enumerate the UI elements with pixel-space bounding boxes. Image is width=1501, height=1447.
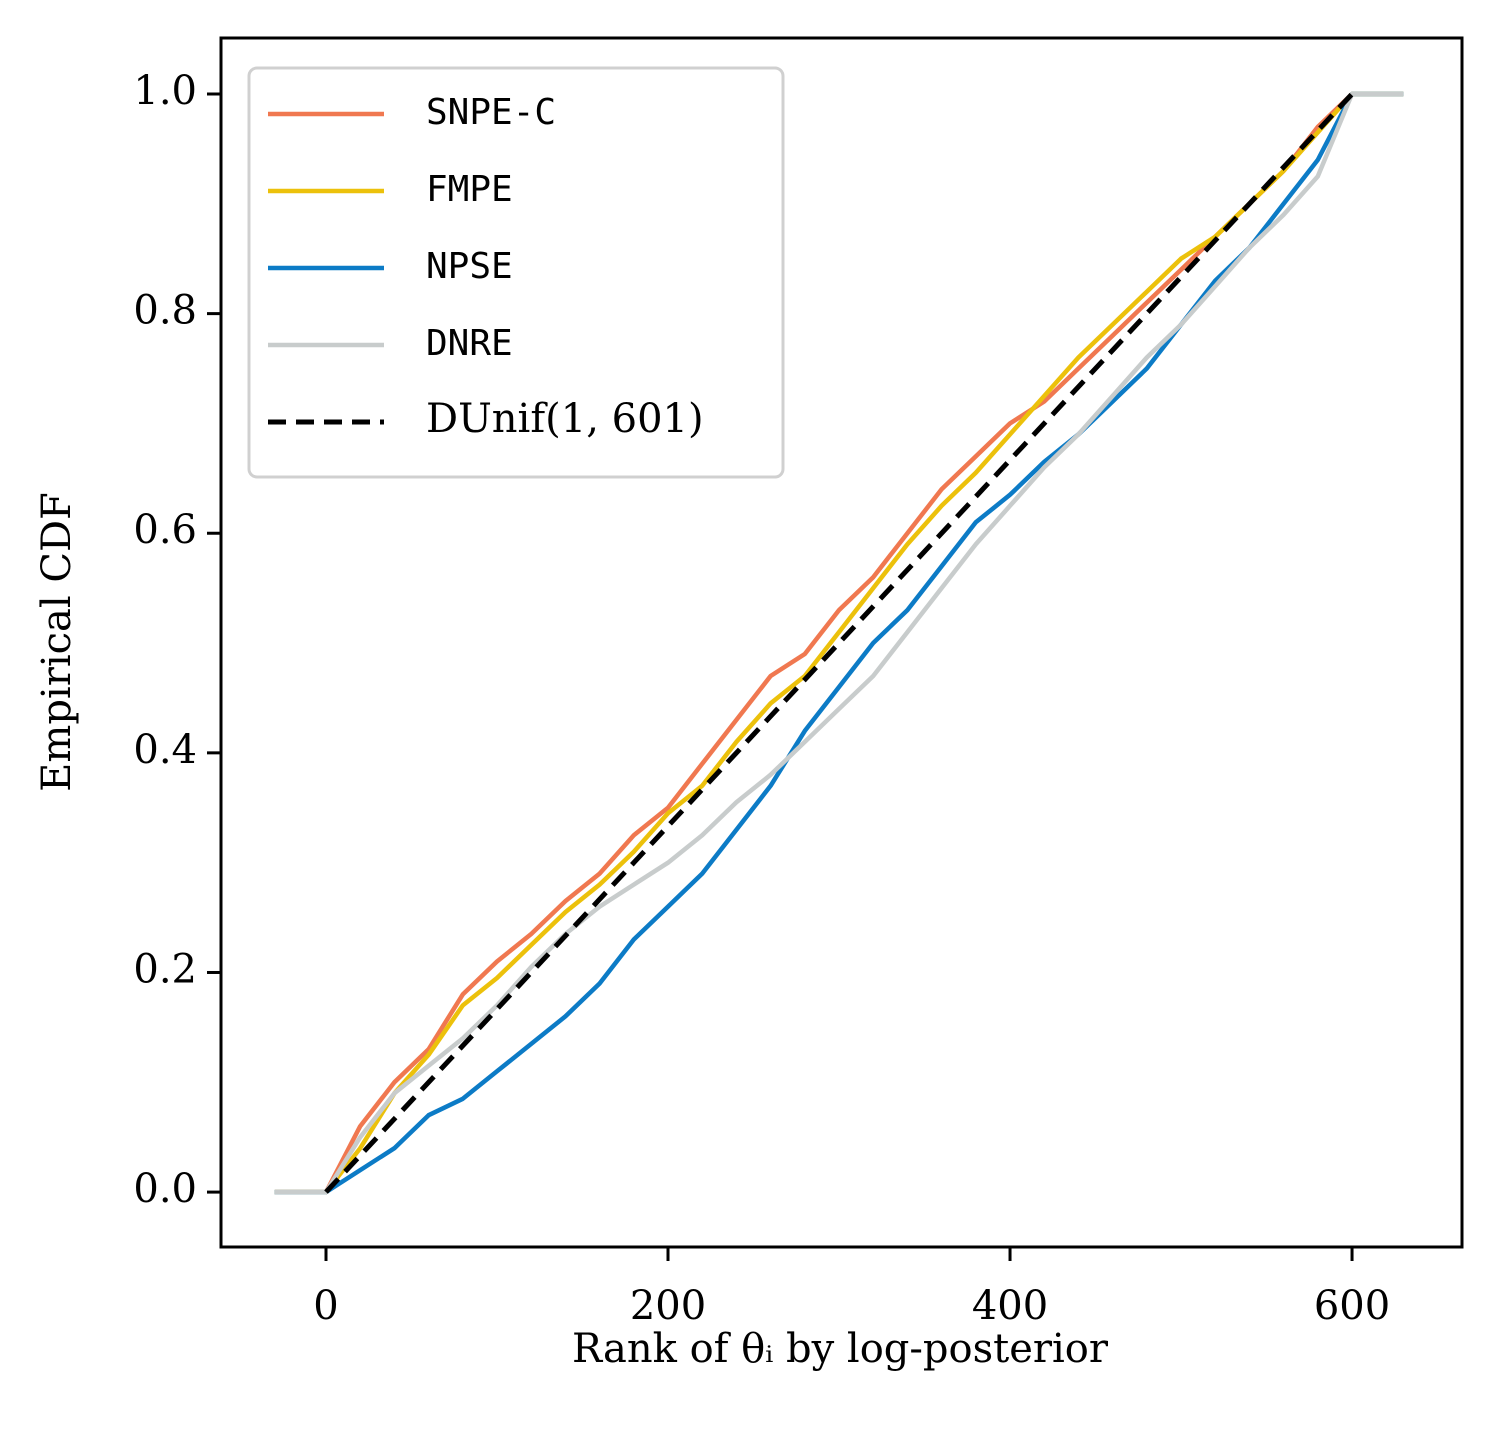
x-tick-label: 400	[972, 1283, 1048, 1329]
y-tick-label: 1.0	[133, 68, 197, 114]
legend-label: SNPE-C	[426, 92, 556, 133]
legend-label: NPSE	[426, 246, 513, 287]
x-axis-label: Rank of θᵢ by log-posterior	[572, 1326, 1109, 1372]
y-tick-label: 0.0	[133, 1166, 197, 1212]
legend-label: DUnif(1, 601)	[426, 396, 704, 442]
series-line	[274, 91, 1404, 1195]
series-line	[274, 91, 1404, 1195]
x-tick-label: 0	[313, 1283, 338, 1329]
y-axis-label: Empirical CDF	[34, 492, 80, 792]
y-tick-label: 0.8	[133, 288, 197, 334]
legend-box	[247, 66, 785, 479]
series-line	[274, 91, 1404, 1195]
plot-frame	[219, 36, 1464, 1249]
y-tick-label: 0.6	[133, 507, 197, 553]
legend-label: FMPE	[426, 169, 513, 210]
y-tick-label: 0.4	[133, 727, 197, 773]
series-line	[274, 91, 1404, 1195]
x-tick-label: 200	[630, 1283, 706, 1329]
x-tick-label: 600	[1314, 1283, 1390, 1329]
legend-label: DNRE	[426, 323, 513, 364]
y-tick-label: 0.2	[133, 946, 197, 992]
